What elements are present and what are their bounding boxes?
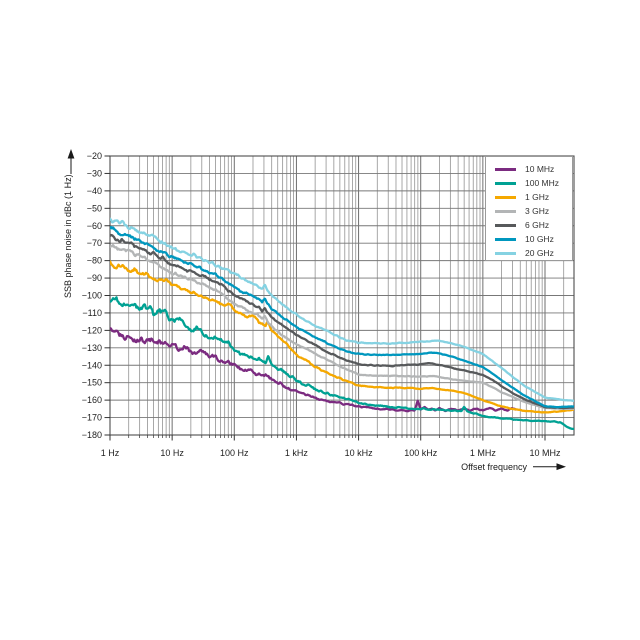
y-tick-label: −160 <box>82 395 102 405</box>
y-tick-label: −80 <box>87 256 102 266</box>
legend-item-10-mhz: 10 MHz <box>495 162 572 176</box>
legend-label: 20 GHz <box>525 247 554 258</box>
y-axis-arrow-icon <box>67 149 75 174</box>
legend-swatch <box>495 209 516 213</box>
y-tick-label: −150 <box>82 378 102 388</box>
tick-labels: −20 −30 −40 −50 −60 −70 −80 −90 −100 −110 −120 −130… <box>82 151 561 458</box>
legend-swatch <box>495 237 516 241</box>
series-line-3-ghz <box>110 243 574 411</box>
y-tick-label: −90 <box>87 273 102 283</box>
x-tick-label: 10 Hz <box>160 448 184 458</box>
legend-swatch <box>495 195 516 199</box>
x-axis-title: Offset frequency <box>461 462 527 472</box>
x-tick-label: 1 MHz <box>470 448 497 458</box>
y-tick-label: −180 <box>82 430 102 440</box>
legend-swatch <box>495 251 516 255</box>
series-line-20-ghz <box>110 217 574 402</box>
legend-item-1-ghz: 1 GHz <box>495 190 572 204</box>
legend-label: 100 MHz <box>525 177 560 188</box>
legend-item-3-ghz: 3 GHz <box>495 204 572 218</box>
legend-label: 6 GHz <box>525 219 550 230</box>
legend-label: 3 GHz <box>525 205 550 216</box>
y-tick-label: −100 <box>82 291 102 301</box>
y-axis-title: SSB phase noise in dBc (1 Hz) <box>63 174 73 298</box>
x-tick-label: 1 kHz <box>285 448 309 458</box>
x-tick-label: 10 kHz <box>345 448 374 458</box>
y-tick-label: −30 <box>87 168 102 178</box>
legend-swatch <box>495 167 516 171</box>
y-tick-label: −110 <box>82 308 102 318</box>
x-tick-label: 10 MHz <box>529 448 561 458</box>
x-tick-label: 1 Hz <box>101 448 120 458</box>
legend-swatch <box>495 181 516 185</box>
legend: 10 MHz 100 MHz 1 GHz 3 GHz 6 GHz 10 GHz 20 GHz <box>485 156 573 261</box>
series-line-100-mhz <box>110 296 574 431</box>
y-tick-label: −140 <box>82 360 102 370</box>
series-line-10-ghz <box>110 225 574 409</box>
legend-label: 10 GHz <box>525 233 554 244</box>
legend-item-20-ghz: 20 GHz <box>495 246 572 260</box>
x-tick-label: 100 kHz <box>404 448 438 458</box>
y-tick-label: −170 <box>82 413 102 423</box>
legend-swatch <box>495 223 516 227</box>
y-tick-label: −120 <box>82 325 102 335</box>
y-tick-label: −130 <box>82 343 102 353</box>
y-tick-label: −40 <box>87 186 102 196</box>
axis-ticks <box>104 155 565 441</box>
series-line-1-ghz <box>110 260 574 414</box>
y-tick-label: −60 <box>87 221 102 231</box>
y-tick-label: −20 <box>87 151 102 161</box>
legend-item-100-mhz: 100 MHz <box>495 176 572 190</box>
legend-label: 1 GHz <box>525 191 550 202</box>
y-tick-label: −70 <box>87 238 102 248</box>
y-tick-label: −50 <box>87 203 102 213</box>
legend-item-6-ghz: 6 GHz <box>495 218 572 232</box>
curves <box>110 217 574 431</box>
legend-label: 10 MHz <box>525 163 555 174</box>
x-axis-arrow-icon <box>533 463 566 471</box>
legend-item-10-ghz: 10 GHz <box>495 232 572 246</box>
x-tick-label: 100 Hz <box>220 448 249 458</box>
series-line-6-ghz <box>110 233 574 410</box>
